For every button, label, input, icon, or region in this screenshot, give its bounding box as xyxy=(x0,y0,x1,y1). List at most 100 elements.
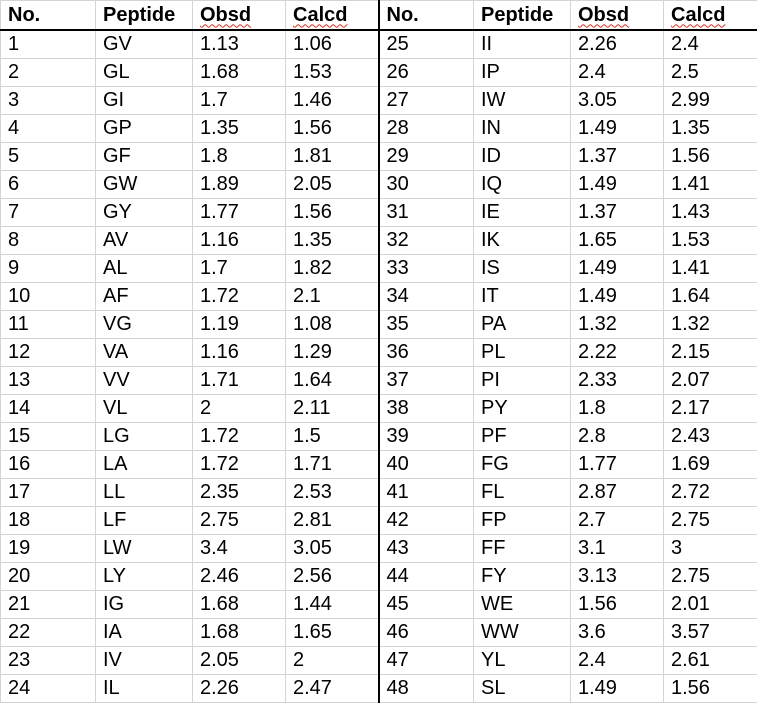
cell-no-right[interactable]: 25 xyxy=(377,29,474,59)
cell-no-left[interactable]: 14 xyxy=(0,394,96,423)
cell-obsd-left[interactable]: 2.05 xyxy=(192,646,286,675)
cell-peptide-left[interactable]: LF xyxy=(95,506,193,535)
cell-no-right[interactable]: 29 xyxy=(377,142,474,171)
cell-calcd-right[interactable]: 3 xyxy=(663,534,757,563)
cell-peptide-left[interactable]: LY xyxy=(95,562,193,591)
cell-calcd-left[interactable]: 1.5 xyxy=(285,422,379,451)
cell-no-right[interactable]: 44 xyxy=(377,562,474,591)
cell-peptide-right[interactable]: IS xyxy=(473,254,571,283)
cell-calcd-left[interactable]: 1.29 xyxy=(285,338,379,367)
cell-peptide-right[interactable]: WE xyxy=(473,590,571,619)
cell-no-left[interactable]: 10 xyxy=(0,282,96,311)
cell-no-left[interactable]: 4 xyxy=(0,114,96,143)
cell-no-right[interactable]: 28 xyxy=(377,114,474,143)
cell-no-left[interactable]: 16 xyxy=(0,450,96,479)
cell-no-left[interactable]: 8 xyxy=(0,226,96,255)
cell-calcd-left[interactable]: 2 xyxy=(285,646,379,675)
cell-calcd-right[interactable]: 2.15 xyxy=(663,338,757,367)
cell-peptide-left[interactable]: IL xyxy=(95,674,193,703)
cell-no-left[interactable]: 6 xyxy=(0,170,96,199)
cell-calcd-right[interactable]: 1.64 xyxy=(663,282,757,311)
cell-calcd-left[interactable]: 1.64 xyxy=(285,366,379,395)
cell-peptide-right[interactable]: IN xyxy=(473,114,571,143)
cell-peptide-right[interactable]: II xyxy=(473,29,571,59)
cell-peptide-left[interactable]: LL xyxy=(95,478,193,507)
cell-obsd-left[interactable]: 1.19 xyxy=(192,310,286,339)
cell-calcd-left[interactable]: 1.53 xyxy=(285,58,379,87)
cell-peptide-right[interactable]: FP xyxy=(473,506,571,535)
cell-peptide-right[interactable]: PA xyxy=(473,310,571,339)
cell-peptide-left[interactable]: GI xyxy=(95,86,193,115)
cell-no-right[interactable]: 40 xyxy=(377,450,474,479)
cell-calcd-left[interactable]: 1.46 xyxy=(285,86,379,115)
cell-peptide-left[interactable]: GY xyxy=(95,198,193,227)
cell-calcd-right[interactable]: 1.35 xyxy=(663,114,757,143)
cell-peptide-right[interactable]: IK xyxy=(473,226,571,255)
cell-obsd-right[interactable]: 2.87 xyxy=(570,478,664,507)
cell-obsd-left[interactable]: 1.7 xyxy=(192,86,286,115)
cell-calcd-right[interactable]: 2.5 xyxy=(663,58,757,87)
cell-obsd-left[interactable]: 2.46 xyxy=(192,562,286,591)
cell-obsd-left[interactable]: 2.35 xyxy=(192,478,286,507)
cell-peptide-left[interactable]: LA xyxy=(95,450,193,479)
cell-peptide-right[interactable]: ID xyxy=(473,142,571,171)
cell-obsd-left[interactable]: 1.16 xyxy=(192,338,286,367)
cell-no-left[interactable]: 11 xyxy=(0,310,96,339)
cell-obsd-left[interactable]: 1.68 xyxy=(192,618,286,647)
cell-peptide-left[interactable]: GW xyxy=(95,170,193,199)
cell-no-right[interactable]: 43 xyxy=(377,534,474,563)
cell-calcd-right[interactable]: 3.57 xyxy=(663,618,757,647)
cell-calcd-left[interactable]: 1.65 xyxy=(285,618,379,647)
cell-obsd-left[interactable]: 1.72 xyxy=(192,282,286,311)
cell-calcd-left[interactable]: 2.81 xyxy=(285,506,379,535)
cell-obsd-right[interactable]: 1.49 xyxy=(570,170,664,199)
cell-obsd-left[interactable]: 1.71 xyxy=(192,366,286,395)
cell-no-right[interactable]: 46 xyxy=(377,618,474,647)
cell-calcd-right[interactable]: 1.56 xyxy=(663,674,757,703)
header-obsd-left[interactable]: Obsd xyxy=(192,0,286,31)
cell-obsd-left[interactable]: 1.8 xyxy=(192,142,286,171)
cell-no-right[interactable]: 41 xyxy=(377,478,474,507)
cell-peptide-left[interactable]: GF xyxy=(95,142,193,171)
cell-calcd-left[interactable]: 1.56 xyxy=(285,114,379,143)
cell-peptide-right[interactable]: FY xyxy=(473,562,571,591)
header-peptide-right[interactable]: Peptide xyxy=(473,0,571,31)
cell-obsd-right[interactable]: 3.1 xyxy=(570,534,664,563)
cell-peptide-right[interactable]: PL xyxy=(473,338,571,367)
cell-no-left[interactable]: 9 xyxy=(0,254,96,283)
cell-obsd-right[interactable]: 3.13 xyxy=(570,562,664,591)
cell-no-right[interactable]: 26 xyxy=(377,58,474,87)
cell-obsd-right[interactable]: 3.6 xyxy=(570,618,664,647)
cell-calcd-right[interactable]: 2.43 xyxy=(663,422,757,451)
cell-no-right[interactable]: 47 xyxy=(377,646,474,675)
cell-calcd-right[interactable]: 1.43 xyxy=(663,198,757,227)
cell-calcd-left[interactable]: 2.56 xyxy=(285,562,379,591)
cell-obsd-right[interactable]: 2.8 xyxy=(570,422,664,451)
cell-no-left[interactable]: 23 xyxy=(0,646,96,675)
cell-peptide-left[interactable]: VV xyxy=(95,366,193,395)
cell-peptide-left[interactable]: GP xyxy=(95,114,193,143)
cell-calcd-left[interactable]: 2.11 xyxy=(285,394,379,423)
cell-obsd-left[interactable]: 1.35 xyxy=(192,114,286,143)
cell-calcd-right[interactable]: 1.41 xyxy=(663,170,757,199)
cell-peptide-right[interactable]: FF xyxy=(473,534,571,563)
cell-calcd-left[interactable]: 1.08 xyxy=(285,310,379,339)
cell-obsd-right[interactable]: 1.37 xyxy=(570,142,664,171)
cell-peptide-right[interactable]: IQ xyxy=(473,170,571,199)
cell-obsd-right[interactable]: 2.7 xyxy=(570,506,664,535)
cell-calcd-left[interactable]: 1.81 xyxy=(285,142,379,171)
cell-calcd-right[interactable]: 2.75 xyxy=(663,506,757,535)
cell-obsd-right[interactable]: 1.8 xyxy=(570,394,664,423)
cell-peptide-left[interactable]: IG xyxy=(95,590,193,619)
cell-obsd-left[interactable]: 2 xyxy=(192,394,286,423)
cell-obsd-right[interactable]: 3.05 xyxy=(570,86,664,115)
cell-peptide-left[interactable]: AF xyxy=(95,282,193,311)
cell-peptide-left[interactable]: AL xyxy=(95,254,193,283)
cell-calcd-right[interactable]: 2.61 xyxy=(663,646,757,675)
cell-no-right[interactable]: 35 xyxy=(377,310,474,339)
cell-obsd-left[interactable]: 2.26 xyxy=(192,674,286,703)
header-peptide-left[interactable]: Peptide xyxy=(95,0,193,31)
cell-calcd-right[interactable]: 1.69 xyxy=(663,450,757,479)
header-no-right[interactable]: No. xyxy=(377,0,474,31)
cell-peptide-left[interactable]: IA xyxy=(95,618,193,647)
